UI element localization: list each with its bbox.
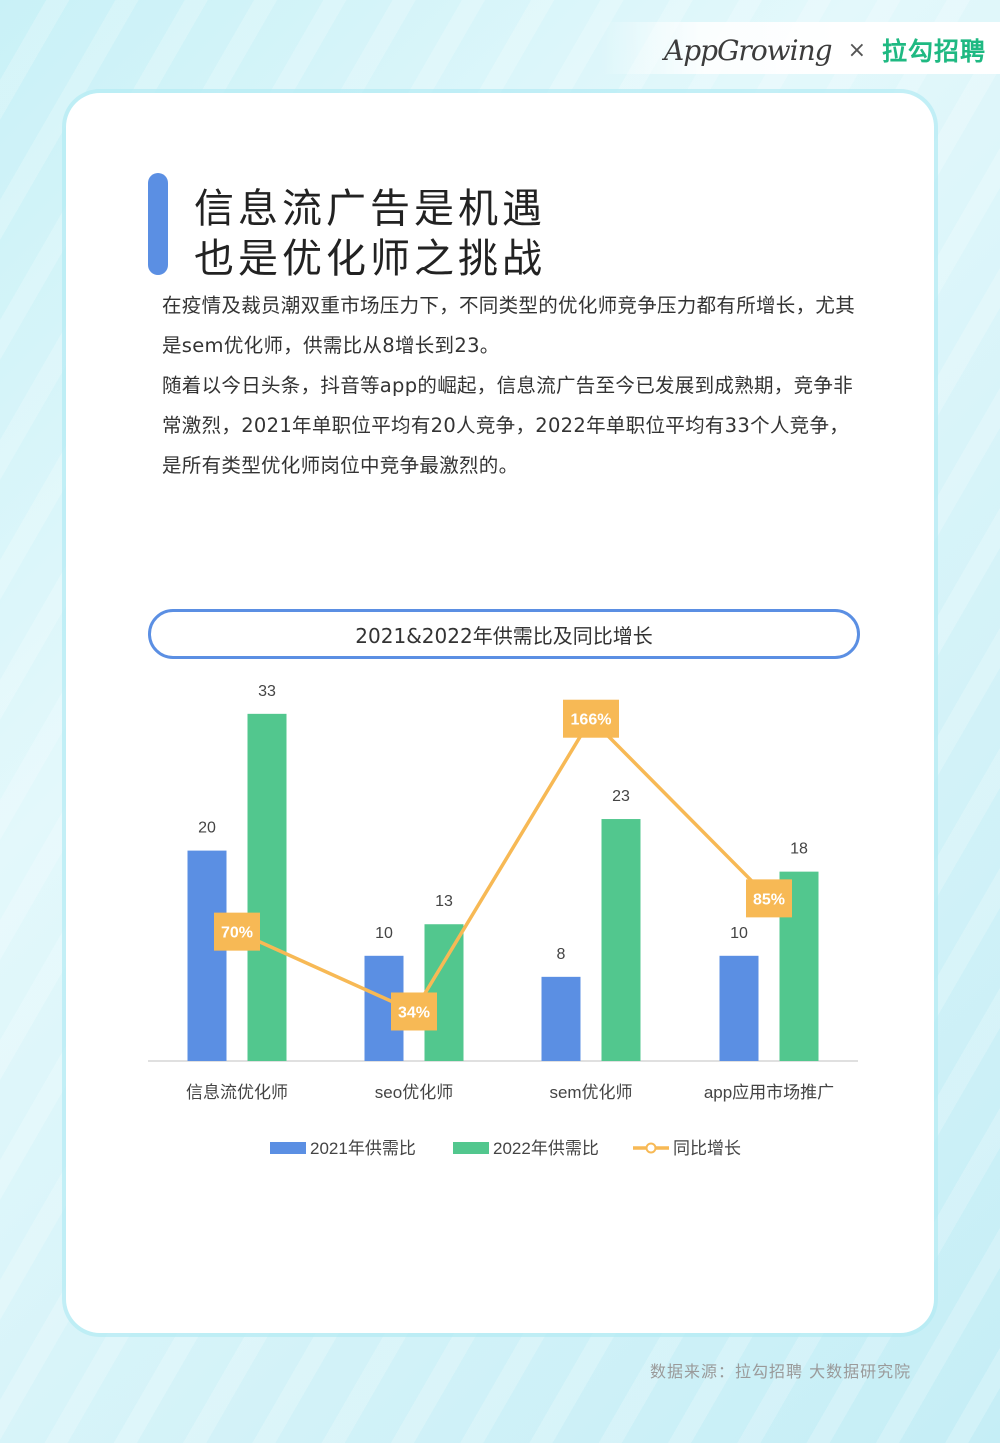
growth-label-box [214, 912, 260, 951]
bar-1-3 [541, 976, 581, 1061]
growth-label: 166% [571, 712, 612, 729]
brand-bar [600, 22, 1000, 74]
legend-label-3: 同比增长 [673, 1139, 741, 1158]
body-paragraph-2: 随着以今日头条，抖音等app的崛起，信息流广告至今已发展到成熟期，竞争非常激烈，… [162, 374, 854, 477]
growth-label-box [563, 699, 619, 738]
legend-swatch-2 [453, 1142, 489, 1154]
bar-value-label: 10 [375, 925, 393, 942]
growth-label: 70% [221, 925, 253, 942]
category-label: 信息流优化师 [186, 1083, 288, 1102]
bar-value-label: 18 [790, 841, 808, 858]
bar-1-4 [719, 955, 759, 1061]
legend-label-2: 2022年供需比 [493, 1139, 599, 1158]
bar-value-label: 23 [612, 788, 630, 805]
bar-value-label: 8 [557, 946, 566, 963]
chart-title: 2021&2022年供需比及同比增长 [148, 609, 860, 659]
bar-1-1 [187, 850, 227, 1061]
page-title-line2: 也是优化师之挑战 [194, 236, 546, 282]
bar-value-label: 20 [198, 820, 216, 837]
body-paragraph-1: 在疫情及裁员潮双重市场压力下，不同类型的优化师竞争压力都有所增长，尤其是sem优… [162, 294, 856, 357]
chart-title-text: 2021&2022年供需比及同比增长 [355, 623, 653, 648]
growth-label: 34% [398, 1004, 430, 1021]
page-title-line1: 信息流广告是机遇 [194, 186, 546, 232]
content-card [66, 93, 934, 1333]
category-label: app应用市场推广 [704, 1083, 834, 1102]
legend-swatch-1 [270, 1142, 306, 1154]
bar-value-label: 10 [730, 925, 748, 942]
bar-2-1 [247, 713, 287, 1061]
category-label: sem优化师 [549, 1083, 632, 1102]
growth-label-box [746, 879, 792, 918]
brand-header: AppGrowing × 拉勾招聘 [664, 30, 986, 70]
brand-separator: × [847, 37, 866, 63]
bar-value-label: 33 [258, 683, 276, 700]
appgrowing-logo: AppGrowing [664, 33, 833, 67]
legend-line-marker [645, 1142, 657, 1154]
bar-value-label: 13 [435, 893, 453, 910]
growth-line [236, 716, 771, 1014]
bar-2-3 [601, 819, 641, 1061]
category-label: seo优化师 [375, 1083, 453, 1102]
growth-label-box [391, 992, 437, 1031]
data-source: 数据来源：拉勾招聘 大数据研究院 [650, 1362, 912, 1381]
lagou-logo: 拉勾招聘 [882, 37, 987, 66]
legend-label-1: 2021年供需比 [310, 1139, 416, 1158]
title-accent-bar [148, 173, 168, 275]
growth-label: 85% [753, 891, 785, 908]
